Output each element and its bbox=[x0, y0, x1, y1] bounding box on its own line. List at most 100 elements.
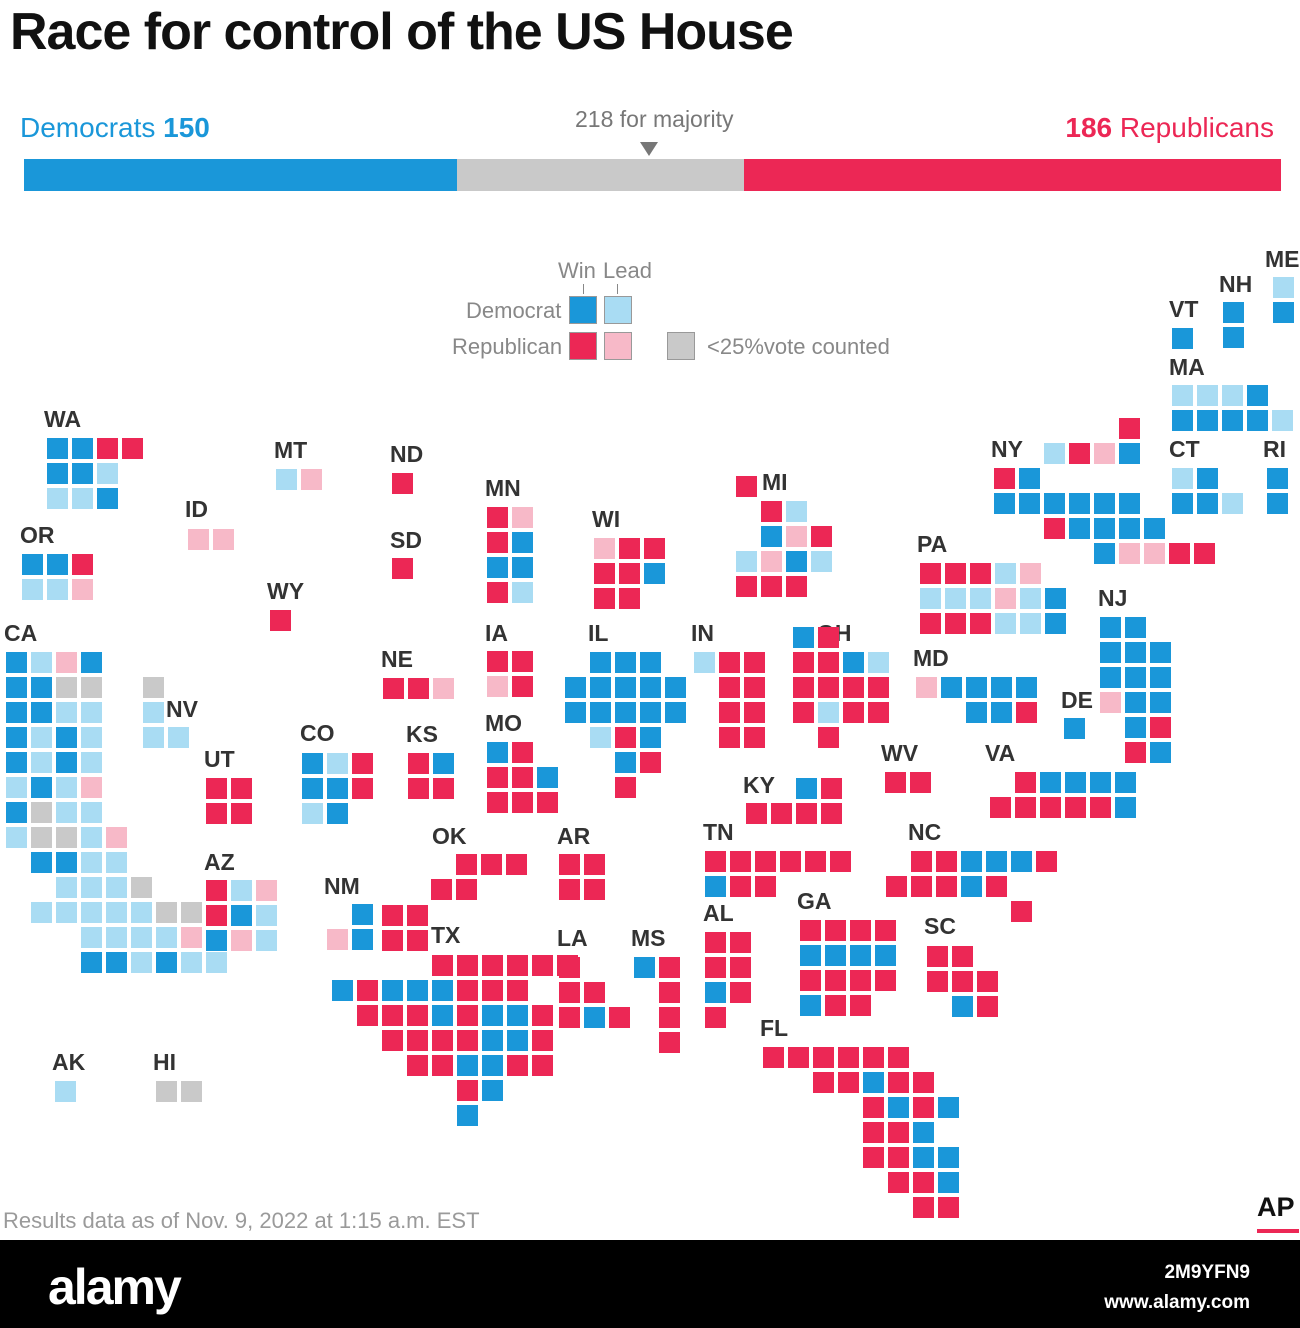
district-tile-mn-rep-win bbox=[487, 507, 508, 528]
state-label-ut: UT bbox=[204, 746, 235, 772]
majority-label: 218 for majority bbox=[575, 106, 734, 132]
district-tile-az-dem-lead bbox=[256, 905, 277, 926]
district-tile-ar-rep-win bbox=[559, 879, 580, 900]
district-tile-fl-rep-win bbox=[863, 1047, 884, 1068]
district-tile-mn-rep-lead bbox=[512, 507, 533, 528]
district-tile-al-rep-win bbox=[730, 982, 751, 1003]
district-tile-al-dem-win bbox=[705, 982, 726, 1003]
district-tile-md-dem-win bbox=[991, 702, 1012, 723]
district-tile-ky-dem-win bbox=[796, 778, 817, 799]
district-tile-tx-rep-win bbox=[407, 1055, 428, 1076]
district-tile-mo-rep-win bbox=[512, 792, 533, 813]
district-tile-wi-rep-lead bbox=[594, 538, 615, 559]
district-tile-ca-dem-win bbox=[6, 652, 27, 673]
district-tile-ma-dem-lead bbox=[1172, 385, 1193, 406]
district-tile-ms-dem-win bbox=[634, 957, 655, 978]
district-tile-mo-dem-win bbox=[537, 767, 558, 788]
district-tile-ca-dem-win bbox=[6, 727, 27, 748]
district-tile-mi-dem-win bbox=[786, 551, 807, 572]
district-tile-vt-dem-win bbox=[1172, 328, 1193, 349]
district-tile-sc-rep-win bbox=[977, 971, 998, 992]
district-tile-fl-dem-win bbox=[938, 1172, 959, 1193]
district-tile-il-dem-win bbox=[565, 702, 586, 723]
district-tile-fl-rep-win bbox=[888, 1047, 909, 1068]
state-label-pa: PA bbox=[917, 531, 948, 557]
district-tile-ca-dem-lead bbox=[81, 802, 102, 823]
legend-dem-lead-swatch bbox=[604, 296, 632, 324]
district-tile-in-rep-win bbox=[719, 652, 740, 673]
state-label-or: OR bbox=[20, 522, 55, 548]
democrats-seats: 150 bbox=[163, 112, 210, 143]
district-tile-ga-rep-win bbox=[825, 995, 846, 1016]
district-tile-ca-dem-lead bbox=[131, 952, 152, 973]
district-tile-md-dem-win bbox=[941, 677, 962, 698]
legend-tick bbox=[617, 284, 618, 294]
district-tile-oh-dem-lead bbox=[818, 702, 839, 723]
district-tile-ms-rep-win bbox=[659, 1032, 680, 1053]
district-tile-ca-dem-win bbox=[31, 852, 52, 873]
district-tile-nc-rep-win bbox=[936, 876, 957, 897]
district-tile-mo-dem-win bbox=[487, 742, 508, 763]
district-tile-ga-rep-win bbox=[850, 995, 871, 1016]
district-tile-oh-rep-win bbox=[843, 677, 864, 698]
district-tile-nh-dem-win bbox=[1223, 302, 1244, 323]
district-tile-tx-dem-win bbox=[432, 980, 453, 1001]
district-tile-ca-dem-lead bbox=[56, 702, 77, 723]
district-tile-ny-rep-win bbox=[994, 468, 1015, 489]
state-label-tn: TN bbox=[703, 819, 734, 845]
district-tile-wa-dem-win bbox=[72, 438, 93, 459]
district-tile-ut-rep-win bbox=[231, 803, 252, 824]
district-tile-mn-dem-win bbox=[487, 557, 508, 578]
district-tile-ca-dem-win bbox=[56, 727, 77, 748]
district-tile-mo-rep-win bbox=[512, 742, 533, 763]
district-tile-pa-rep-win bbox=[970, 563, 991, 584]
district-tile-ut-rep-win bbox=[206, 803, 227, 824]
district-tile-in-rep-win bbox=[744, 702, 765, 723]
district-tile-az-dem-win bbox=[231, 905, 252, 926]
district-tile-fl-dem-win bbox=[938, 1097, 959, 1118]
district-tile-tx-rep-win bbox=[457, 1005, 478, 1026]
state-label-me: ME bbox=[1265, 246, 1300, 272]
district-tile-tx-rep-win bbox=[532, 955, 553, 976]
district-tile-ca-dem-lead bbox=[81, 752, 102, 773]
district-tile-tx-rep-win bbox=[357, 980, 378, 1001]
district-tile-mn-rep-win bbox=[487, 532, 508, 553]
district-tile-ne-rep-win bbox=[383, 678, 404, 699]
district-tile-az-rep-lead bbox=[256, 880, 277, 901]
district-tile-la-rep-win bbox=[584, 982, 605, 1003]
district-tile-ca-dem-lead bbox=[31, 652, 52, 673]
district-tile-tx-dem-win bbox=[482, 1005, 503, 1026]
district-tile-pa-dem-lead bbox=[920, 588, 941, 609]
state-label-mi: MI bbox=[762, 469, 788, 495]
state-label-va: VA bbox=[985, 740, 1016, 766]
district-tile-ca-uncounted bbox=[81, 677, 102, 698]
ap-logo: AP bbox=[1257, 1192, 1295, 1222]
district-tile-mi-rep-lead bbox=[786, 526, 807, 547]
district-tile-wa-dem-win bbox=[97, 488, 118, 509]
district-tile-sc-rep-win bbox=[977, 996, 998, 1017]
district-tile-ca-dem-win bbox=[31, 677, 52, 698]
district-tile-nj-dem-win bbox=[1150, 692, 1171, 713]
district-tile-ca-dem-lead bbox=[106, 852, 127, 873]
district-tile-fl-dem-win bbox=[888, 1097, 909, 1118]
state-label-ar: AR bbox=[557, 823, 591, 849]
district-tile-ok-rep-win bbox=[431, 879, 452, 900]
district-tile-md-dem-win bbox=[991, 677, 1012, 698]
district-tile-ca-dem-win bbox=[81, 952, 102, 973]
district-tile-ca-dem-lead bbox=[31, 752, 52, 773]
district-tile-or-rep-lead bbox=[72, 579, 93, 600]
district-tile-ky-rep-win bbox=[746, 803, 767, 824]
district-tile-ny-dem-win bbox=[1069, 518, 1090, 539]
district-tile-fl-rep-win bbox=[888, 1172, 909, 1193]
district-tile-al-rep-win bbox=[730, 957, 751, 978]
republican-seats-bar bbox=[743, 159, 1281, 191]
district-tile-wi-rep-win bbox=[594, 588, 615, 609]
district-tile-wa-dem-lead bbox=[72, 488, 93, 509]
district-tile-wi-rep-win bbox=[619, 538, 640, 559]
legend-rep-win-swatch bbox=[569, 332, 597, 360]
district-tile-nc-rep-win bbox=[1011, 901, 1032, 922]
district-tile-va-rep-win bbox=[990, 797, 1011, 818]
district-tile-md-rep-lead bbox=[916, 677, 937, 698]
district-tile-or-rep-win bbox=[72, 554, 93, 575]
district-tile-pa-dem-lead bbox=[1020, 588, 1041, 609]
